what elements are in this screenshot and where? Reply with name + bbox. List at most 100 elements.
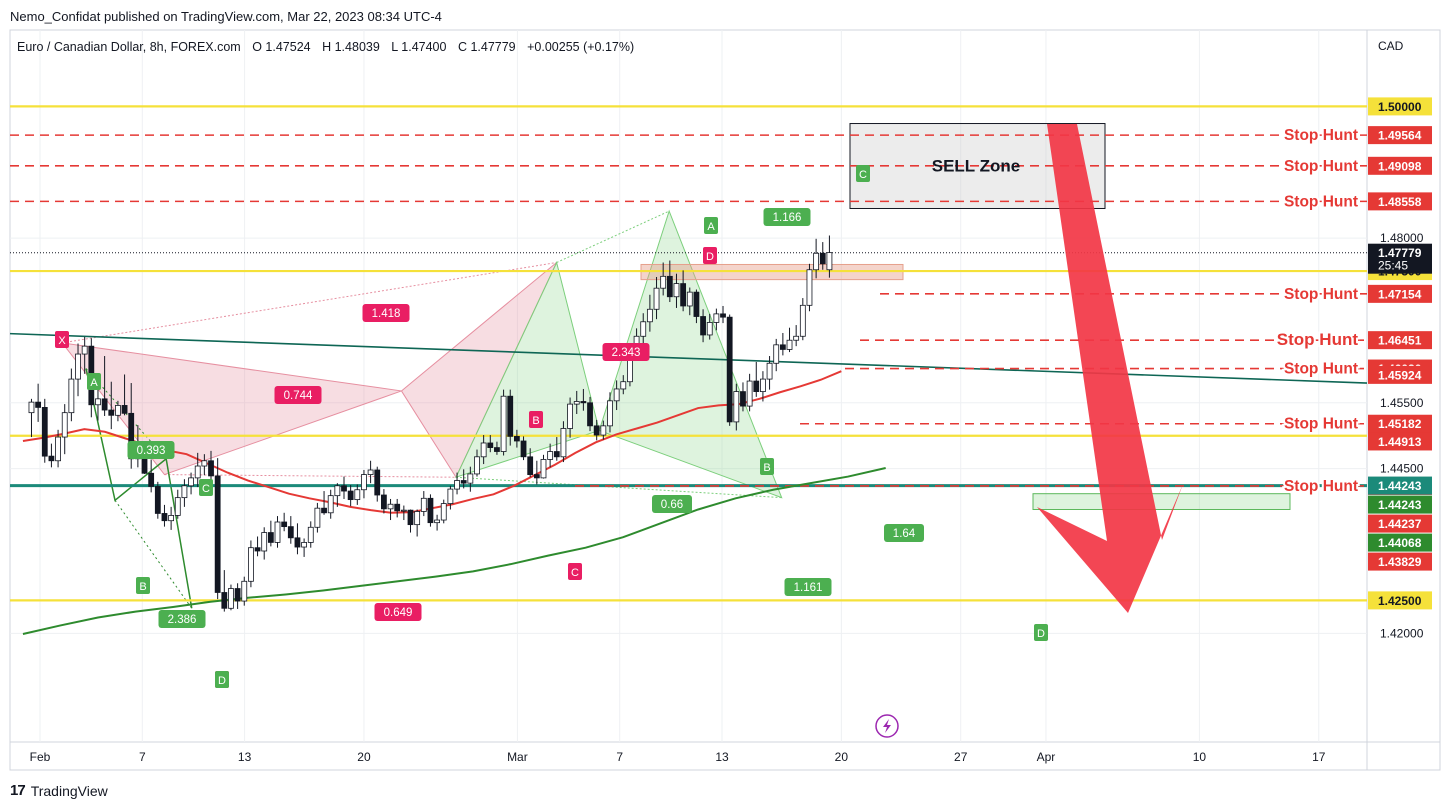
x-tick-label[interactable]: Mar [507,750,528,764]
candle-up[interactable] [400,505,407,521]
candle-up[interactable] [420,491,427,517]
x-tick-label[interactable]: 13 [238,750,252,764]
y-tick-label[interactable]: 1.48000 [1380,231,1424,245]
candle-down[interactable] [533,460,540,485]
price-tag-stop[interactable]: 1.48558 [1368,192,1432,211]
candle-up[interactable] [454,472,460,495]
candle-down[interactable] [380,489,387,514]
candle-up[interactable] [573,390,580,414]
candle-up[interactable] [75,343,81,397]
x-tick-label[interactable]: 20 [357,750,371,764]
candle-up[interactable] [706,313,713,340]
candle-down[interactable] [507,389,514,446]
candle-up[interactable] [500,389,507,456]
price-tag[interactable]: 1.44913 [1368,432,1432,451]
candle-up[interactable] [387,498,394,521]
candle-down[interactable] [460,469,467,489]
price-tag[interactable]: 1.44243 [1368,476,1432,495]
candle-up[interactable] [620,375,627,395]
lightning-icon[interactable] [875,714,899,738]
candle-up[interactable] [28,398,35,438]
footer-brand[interactable]: TradingView [30,782,108,799]
candle-up[interactable] [188,472,194,495]
x-tick-label[interactable]: 7 [139,750,146,764]
candle-down[interactable] [666,260,673,303]
candle-down[interactable] [407,509,414,533]
candle-down[interactable] [513,429,520,448]
candle-down[interactable] [101,356,108,416]
candle-down[interactable] [580,388,587,411]
candle-down[interactable] [520,436,527,461]
candle-up[interactable] [314,502,321,533]
candle-down[interactable] [693,289,700,324]
price-tag-stop[interactable]: 1.49564 [1368,126,1432,145]
candle-up[interactable] [646,294,653,332]
x-tick-label[interactable]: 10 [1193,750,1207,764]
candle-down[interactable] [287,516,294,544]
candle-down[interactable] [374,466,381,502]
candle-up[interactable] [567,397,573,438]
candle-down[interactable] [48,443,55,468]
candle-up[interactable] [760,371,766,402]
candle-up[interactable] [540,454,547,479]
candle-up[interactable] [81,336,88,374]
candle-up[interactable] [334,483,341,507]
x-tick-label[interactable]: 17 [1312,750,1326,764]
candle-up[interactable] [327,489,334,519]
x-tick-label[interactable]: Feb [30,750,51,764]
candle-up[interactable] [766,356,773,390]
candle-down[interactable] [427,494,434,527]
candle-up[interactable] [274,516,281,548]
candle-down[interactable] [494,441,500,455]
candle-down[interactable] [593,419,600,441]
candle-up[interactable] [786,327,793,353]
price-tag-stop[interactable]: 1.47154 [1368,284,1432,303]
price-tag[interactable]: 1.44237 [1368,514,1432,533]
candle-up[interactable] [640,313,647,346]
candle-down[interactable] [726,314,733,426]
candle-down[interactable] [161,504,168,527]
candle-down[interactable] [154,481,161,519]
candle-up[interactable] [480,435,487,465]
y-tick-label[interactable]: 1.44500 [1380,462,1424,476]
candle-up[interactable] [793,325,800,347]
candle-down[interactable] [281,512,288,532]
candle-down[interactable] [680,270,687,312]
candle-up[interactable] [434,514,440,531]
candle-down[interactable] [294,523,301,555]
candle-up[interactable] [194,452,201,488]
candle-down[interactable] [753,361,760,397]
candle-up[interactable] [361,469,367,499]
candle-down[interactable] [720,305,726,324]
candle-down[interactable] [254,536,261,557]
x-tick-label[interactable]: Apr [1037,750,1056,764]
candle-down[interactable] [234,583,241,609]
candle-up[interactable] [447,485,454,510]
candle-up[interactable] [673,273,680,308]
candle-down[interactable] [487,435,494,453]
candle-up[interactable] [168,506,175,530]
candle-up[interactable] [773,338,780,372]
price-tag-stop[interactable]: 1.45182 [1368,414,1432,433]
candle-up[interactable] [228,584,234,611]
candle-down[interactable] [394,498,401,518]
candle-up[interactable] [560,421,567,463]
candle-up[interactable] [367,460,374,484]
candle-down[interactable] [819,242,826,270]
candle-up[interactable] [813,238,820,279]
candle-up[interactable] [806,263,813,312]
price-axis[interactable]: 1.420001.445001.455001.480001.500001.475… [1368,97,1432,640]
candle-down[interactable] [740,382,746,412]
candle-up[interactable] [713,308,720,331]
price-tag-yellow[interactable]: 1.42500 [1368,591,1432,610]
candles[interactable] [28,235,833,612]
candle-up[interactable] [467,466,474,492]
candle-down[interactable] [700,309,706,343]
candle-up[interactable] [653,276,660,320]
x-tick-label[interactable]: 27 [954,750,968,764]
price-tag-stop[interactable]: 1.46451 [1368,331,1432,350]
candle-down[interactable] [267,520,274,547]
candle-up[interactable] [201,454,208,476]
candle-down[interactable] [779,332,786,356]
candle-down[interactable] [347,485,354,507]
